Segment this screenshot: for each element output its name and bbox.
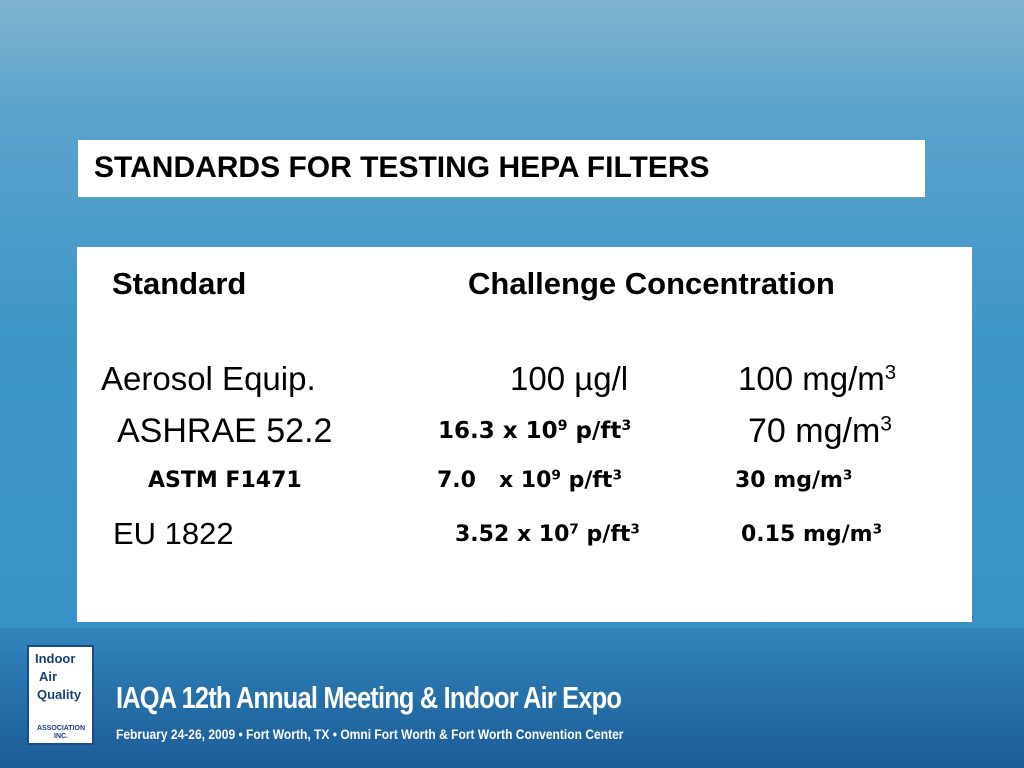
concentration-cell: 30 mg/m3 — [735, 468, 852, 493]
cell-text: ASTM F1471 — [148, 468, 302, 493]
cell-text: Aerosol Equip. — [101, 360, 316, 397]
exponent: 3 — [612, 467, 622, 484]
exponent: 3 — [842, 467, 853, 484]
exponent: 9 — [551, 467, 561, 484]
cell-text: 70 mg/m — [748, 412, 881, 450]
cell-text: 0.15 mg/m — [741, 522, 873, 547]
concentration-cell: 3.52 x 107 p/ft3 — [455, 522, 640, 547]
logo-text: ASSOCIATION INC. — [36, 725, 86, 740]
logo: Indoor Air Quality ASSOCIATION INC. — [27, 645, 94, 745]
concentration-cell: 100 µg/l — [510, 360, 628, 398]
standard-cell: ASHRAE 52.2 — [117, 412, 332, 451]
cell-text: EU 1822 — [113, 516, 234, 551]
exponent: 3 — [872, 521, 883, 538]
concentration-cell: 16.3 x 109 p/ft3 — [438, 418, 631, 444]
event-subtitle: February 24-26, 2009 • Fort Worth, TX • … — [116, 726, 624, 742]
cell-text: p/ft — [567, 418, 622, 444]
logo-text: Quality — [37, 687, 82, 702]
logo-text: Air — [39, 669, 58, 684]
concentration-cell: 7.0 x 109 p/ft3 — [437, 468, 622, 493]
cell-text: ASHRAE 52.2 — [117, 412, 333, 450]
cell-text: 30 mg/m — [735, 468, 843, 493]
concentration-cell: 100 mg/m3 — [738, 360, 896, 398]
cell-text: p/ft — [578, 522, 631, 547]
exponent: 9 — [557, 418, 568, 435]
exponent: 3 — [621, 418, 632, 435]
logo-text: Indoor — [35, 651, 76, 666]
cell-text: 3.52 x 10 — [455, 522, 570, 547]
exponent: 3 — [884, 360, 897, 384]
concentration-cell: 70 mg/m3 — [748, 412, 892, 451]
title-box — [78, 140, 925, 197]
standard-cell: Aerosol Equip. — [101, 360, 316, 398]
cell-text: p/ft — [560, 468, 613, 493]
footer-band — [0, 628, 1024, 768]
exponent: 3 — [880, 412, 892, 436]
slide-title: STANDARDS FOR TESTING HEPA FILTERS — [94, 151, 710, 184]
standard-cell: EU 1822 — [113, 516, 234, 552]
exponent: 7 — [569, 521, 579, 538]
concentration-cell: 0.15 mg/m3 — [741, 522, 882, 547]
cell-text: 100 mg/m — [738, 360, 885, 397]
column-header: Standard — [112, 266, 247, 301]
table-panel — [77, 247, 972, 622]
column-header: Challenge Concentration — [468, 266, 835, 301]
event-title: IAQA 12th Annual Meeting & Indoor Air Ex… — [116, 680, 622, 715]
exponent: 3 — [630, 521, 640, 538]
standard-cell: ASTM F1471 — [148, 468, 302, 493]
cell-text: 100 µg/l — [510, 360, 629, 397]
cell-text: 7.0 x 10 — [437, 468, 552, 493]
cell-text: 16.3 x 10 — [438, 418, 558, 444]
